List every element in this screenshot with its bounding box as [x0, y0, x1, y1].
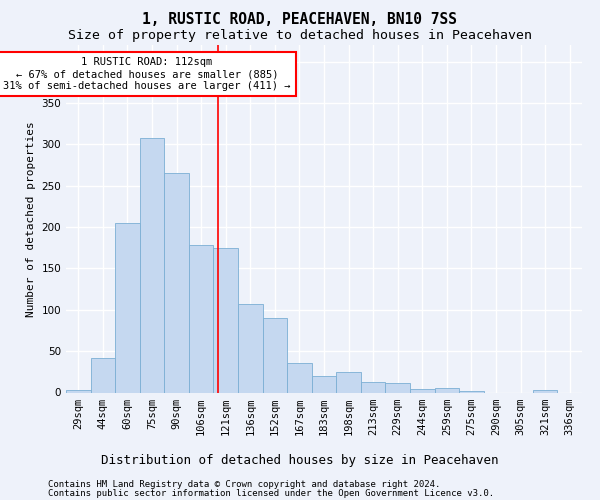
Bar [140, 138, 164, 392]
Bar [533, 390, 557, 392]
Bar [238, 304, 263, 392]
Bar [214, 248, 238, 392]
Bar [385, 384, 410, 392]
Text: Contains public sector information licensed under the Open Government Licence v3: Contains public sector information licen… [48, 488, 494, 498]
Text: 1 RUSTIC ROAD: 112sqm
← 67% of detached houses are smaller (885)
31% of semi-det: 1 RUSTIC ROAD: 112sqm ← 67% of detached … [4, 58, 291, 90]
Bar [312, 376, 336, 392]
Text: 1, RUSTIC ROAD, PEACEHAVEN, BN10 7SS: 1, RUSTIC ROAD, PEACEHAVEN, BN10 7SS [143, 12, 458, 28]
Bar [361, 382, 385, 392]
Bar [434, 388, 459, 392]
Bar [164, 173, 189, 392]
Bar [66, 390, 91, 392]
Bar [287, 362, 312, 392]
Bar [263, 318, 287, 392]
Bar [459, 391, 484, 392]
Text: Contains HM Land Registry data © Crown copyright and database right 2024.: Contains HM Land Registry data © Crown c… [48, 480, 440, 489]
Bar [410, 389, 434, 392]
Y-axis label: Number of detached properties: Number of detached properties [26, 121, 36, 316]
Text: Distribution of detached houses by size in Peacehaven: Distribution of detached houses by size … [101, 454, 499, 467]
Text: Size of property relative to detached houses in Peacehaven: Size of property relative to detached ho… [68, 29, 532, 42]
Bar [91, 358, 115, 392]
Bar [189, 245, 214, 392]
Bar [115, 223, 140, 392]
Bar [336, 372, 361, 392]
